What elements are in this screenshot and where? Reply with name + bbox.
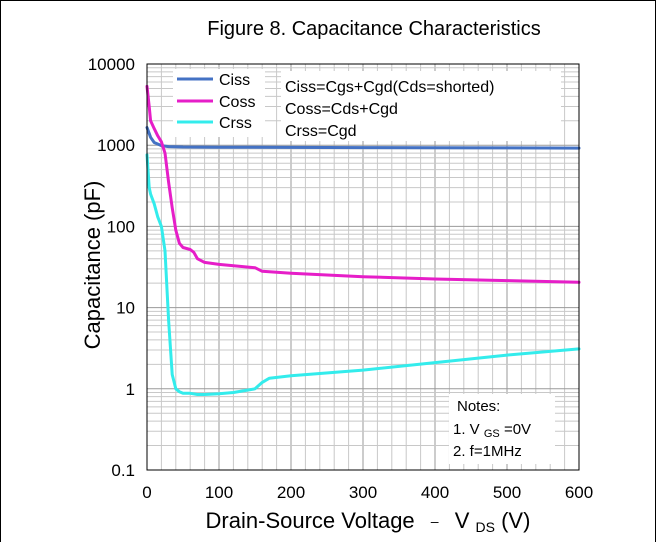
x-tick-label: 400 [421, 483, 449, 502]
y-tick-label: 1 [126, 380, 135, 399]
x-tick-label: 200 [277, 483, 305, 502]
equation-crss: Crss=Cgd [285, 123, 357, 140]
y-tick-label: 0.1 [111, 461, 135, 480]
equation-ciss: Ciss=Cgs+Cgd(Cds=shorted) [285, 79, 494, 96]
equations-box: Ciss=Cgs+Cgd(Cds=shorted) Coss=Cds+Cgd C… [281, 71, 561, 141]
series-layer [145, 84, 581, 396]
x-tick-labels: 0 100 200 300 400 500 600 [142, 483, 593, 502]
x-axis-title-separator: – [431, 513, 439, 529]
y-tick-labels: 0.1 1 10 100 1000 10000 [88, 55, 135, 480]
equations-background [281, 71, 561, 141]
x-axis-title-var: V [455, 508, 470, 533]
legend-label-ciss: Ciss [219, 72, 250, 89]
y-tick-label: 100 [107, 217, 135, 236]
x-tick-label: 0 [142, 483, 151, 502]
x-tick-label: 300 [349, 483, 377, 502]
y-tick-label: 10000 [88, 55, 135, 74]
y-tick-label: 10 [116, 299, 135, 318]
x-axis-title-main: Drain-Source Voltage [206, 508, 415, 533]
series-line-coss [145, 84, 581, 284]
legend-label-crss: Crss [219, 115, 252, 132]
x-axis-title-unit: (V) [501, 508, 530, 533]
x-axis-title: Drain-Source Voltage – V DS (V) [206, 506, 531, 537]
notes-heading: Notes: [457, 398, 500, 415]
y-tick-label: 1000 [97, 136, 135, 155]
legend: Ciss Coss Crss [173, 69, 265, 137]
equation-coss: Coss=Cds+Cgd [285, 101, 398, 118]
legend-label-coss: Coss [219, 94, 255, 111]
y-axis-title: Capacitance (pF) [80, 181, 105, 350]
x-axis-title-sub: DS [476, 519, 495, 535]
x-tick-label: 100 [205, 483, 233, 502]
note-frequency: 2. f=1MHz [453, 443, 522, 460]
chart-title: Figure 8. Capacitance Characteristics [207, 18, 540, 40]
notes-background [449, 394, 555, 464]
x-tick-label: 600 [565, 483, 593, 502]
x-tick-label: 500 [493, 483, 521, 502]
series-line-crss [145, 153, 581, 396]
notes-box: Notes: 1. V GS =0V 2. f=1MHz [449, 394, 555, 464]
plot-border [146, 63, 580, 471]
series-line-ciss [145, 126, 581, 150]
note-vgs: 1. V GS =0V [453, 421, 531, 441]
